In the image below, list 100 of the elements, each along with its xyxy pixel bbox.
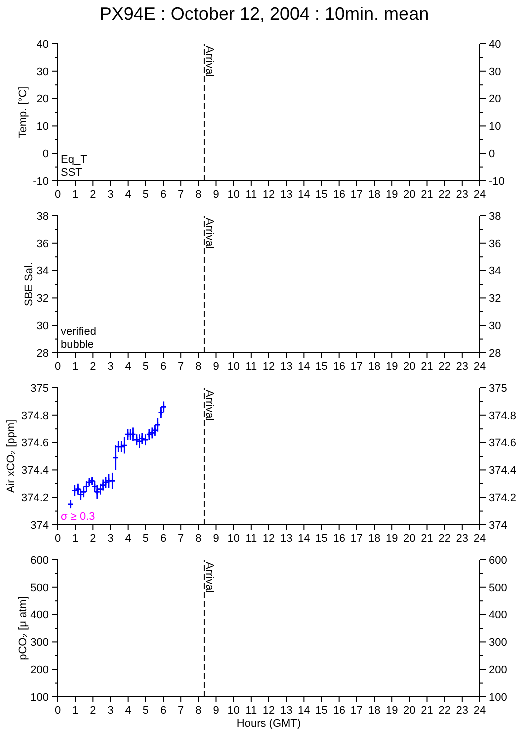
x-tick-label: 4 xyxy=(125,705,132,717)
y2-tick-label: 400 xyxy=(489,610,508,622)
y2-tick-label: 500 xyxy=(489,582,508,594)
y-tick-label: 30 xyxy=(36,320,49,332)
x-tick-label: 12 xyxy=(262,533,276,545)
ref-line-label: Arrival xyxy=(203,390,216,422)
y2-tick-label: 30 xyxy=(489,66,502,78)
x-tick-label: 11 xyxy=(246,189,258,201)
x-tick-label: 3 xyxy=(108,705,114,717)
x-tick-label: 12 xyxy=(262,189,276,201)
x-tick-label: 17 xyxy=(350,705,364,717)
x-tick-label: 18 xyxy=(368,705,381,717)
x-tick-label: 20 xyxy=(404,533,416,545)
x-tick-label: 16 xyxy=(333,361,346,373)
y2-tick-label: 100 xyxy=(489,692,508,704)
y-tick-label: 374 xyxy=(30,520,49,532)
y-tick-label: 400 xyxy=(30,610,49,622)
annotation: SST xyxy=(61,167,82,180)
x-tick-label: 0 xyxy=(54,533,62,545)
y-tick-label: 374.8 xyxy=(21,410,49,422)
x-tick-label: 1 xyxy=(72,361,79,373)
x-axis-title: Hours (GMT) xyxy=(236,718,302,731)
x-tick-label: 19 xyxy=(386,361,398,373)
x-tick-label: 13 xyxy=(280,705,293,717)
annotation: Eq_T xyxy=(61,154,88,167)
x-tick-label: 10 xyxy=(228,533,240,545)
x-tick-label: 14 xyxy=(298,705,310,717)
x-tick-label: 18 xyxy=(368,361,381,373)
chart-title: PX94E : October 12, 2004 : 10min. mean xyxy=(100,4,430,25)
y-tick-label: 40 xyxy=(36,38,49,51)
x-tick-label: 24 xyxy=(474,189,486,201)
x-tick-label: 21 xyxy=(421,705,434,717)
y-tick-label: 300 xyxy=(30,637,49,650)
x-tick-label: 21 xyxy=(421,361,434,373)
x-tick-label: 23 xyxy=(456,533,469,545)
x-tick-label: 5 xyxy=(142,533,149,545)
x-tick-label: 10 xyxy=(228,705,240,717)
x-tick-label: 8 xyxy=(196,533,202,545)
x-tick-label: 9 xyxy=(213,189,220,201)
y2-tick-label: 36 xyxy=(489,238,502,250)
x-tick-label: 4 xyxy=(125,189,132,201)
x-tick-label: 7 xyxy=(178,533,184,545)
x-tick-label: 17 xyxy=(350,189,364,201)
x-tick-label: 2 xyxy=(90,361,96,373)
x-tick-label: 11 xyxy=(246,361,258,373)
x-tick-label: 8 xyxy=(196,705,202,717)
y2-tick-label: 10 xyxy=(489,121,502,134)
y-tick-label: 600 xyxy=(30,554,49,567)
x-tick-label: 20 xyxy=(404,705,416,717)
y2-tick-label: -10 xyxy=(489,176,505,188)
x-tick-label: 5 xyxy=(142,189,149,201)
x-tick-label: 15 xyxy=(316,189,328,201)
x-tick-label: 5 xyxy=(142,705,149,717)
x-tick-label: 19 xyxy=(386,189,398,201)
x-tick-label: 19 xyxy=(386,533,398,545)
y-tick-label: 30 xyxy=(36,66,49,78)
x-tick-label: 8 xyxy=(196,189,202,201)
x-tick-label: 3 xyxy=(108,189,114,201)
y-tick-label: 28 xyxy=(36,348,49,360)
x-tick-label: 6 xyxy=(160,361,167,373)
x-tick-label: 22 xyxy=(438,705,451,717)
x-tick-label: 14 xyxy=(298,361,310,373)
x-tick-label: 9 xyxy=(213,533,220,545)
y2-tick-label: 375 xyxy=(489,382,508,395)
y-tick-label: 374.6 xyxy=(21,438,49,450)
y-tick-label: 100 xyxy=(30,692,49,704)
y2-tick-label: 40 xyxy=(489,38,502,51)
ref-line-label: Arrival xyxy=(203,562,216,594)
x-tick-label: 3 xyxy=(108,361,114,373)
y-tick-label: 20 xyxy=(36,94,49,106)
x-tick-label: 22 xyxy=(438,189,451,201)
x-tick-label: 4 xyxy=(125,361,132,373)
y-tick-label: 10 xyxy=(36,121,49,134)
y2-tick-label: 32 xyxy=(489,293,502,306)
y2-tick-label: 374.8 xyxy=(489,410,517,422)
ref-line-label: Arrival xyxy=(203,46,216,78)
x-tick-label: 24 xyxy=(474,533,486,545)
x-tick-label: 3 xyxy=(108,533,114,545)
y2-tick-label: 374 xyxy=(489,520,508,532)
y-axis-title: Temp. [°C] xyxy=(18,86,30,138)
y2-tick-label: 300 xyxy=(489,637,508,650)
x-tick-label: 0 xyxy=(54,361,62,373)
x-tick-label: 6 xyxy=(160,705,167,717)
x-tick-label: 13 xyxy=(280,361,293,373)
x-tick-label: 8 xyxy=(196,361,202,373)
x-tick-label: 1 xyxy=(72,189,79,201)
x-tick-label: 15 xyxy=(316,533,328,545)
y-axis-title: pCO₂ [μ atm] xyxy=(18,596,30,660)
x-tick-label: 2 xyxy=(90,533,96,545)
x-tick-label: 23 xyxy=(456,189,469,201)
x-tick-label: 24 xyxy=(474,705,486,717)
y-tick-label: 374.4 xyxy=(21,465,49,478)
x-tick-label: 15 xyxy=(316,705,328,717)
x-tick-label: 24 xyxy=(474,361,486,373)
y-axis-title: Air xCO₂ [ppm] xyxy=(5,420,18,494)
x-tick-label: 16 xyxy=(333,189,346,201)
x-tick-label: 16 xyxy=(333,533,346,545)
x-tick-label: 21 xyxy=(421,189,434,201)
x-tick-label: 23 xyxy=(456,361,469,373)
y-axis-title: SBE Sal. xyxy=(24,262,36,307)
